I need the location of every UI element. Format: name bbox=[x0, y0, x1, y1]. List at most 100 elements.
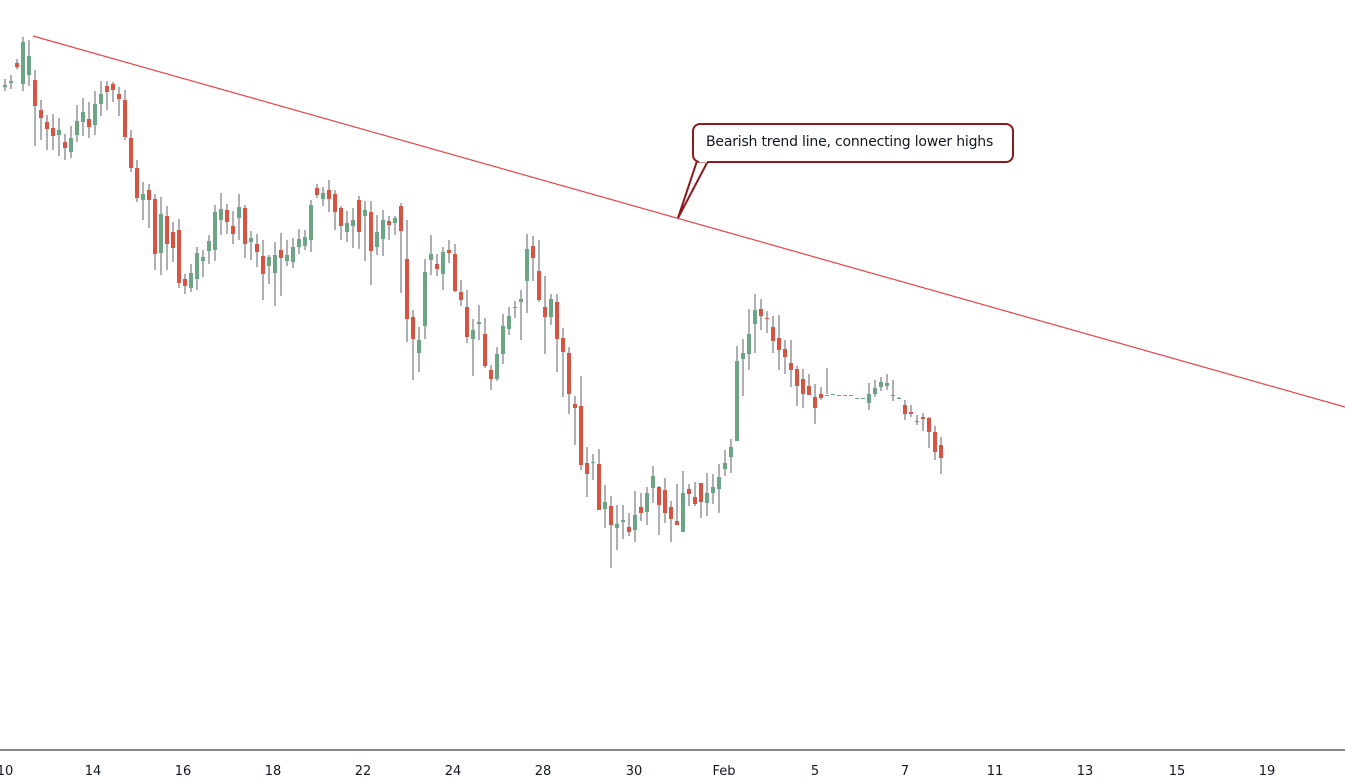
candle-up[interactable] bbox=[189, 273, 193, 288]
candle-up[interactable] bbox=[879, 382, 883, 387]
candle-up[interactable] bbox=[915, 421, 919, 422]
candle-down[interactable] bbox=[225, 210, 229, 222]
candle-down[interactable] bbox=[783, 349, 787, 357]
candle-down[interactable] bbox=[657, 487, 661, 505]
candle-down[interactable] bbox=[909, 412, 913, 414]
candle-down[interactable] bbox=[111, 84, 115, 90]
candle-down[interactable] bbox=[777, 338, 781, 350]
candle-up[interactable] bbox=[375, 232, 379, 247]
candle-down[interactable] bbox=[33, 80, 37, 106]
candle-up[interactable] bbox=[393, 218, 397, 223]
candle-down[interactable] bbox=[627, 527, 631, 532]
candle-down[interactable] bbox=[933, 432, 937, 452]
candle-down[interactable] bbox=[177, 230, 181, 283]
candle-down[interactable] bbox=[693, 497, 697, 504]
candle-down[interactable] bbox=[45, 122, 49, 129]
candle-down[interactable] bbox=[927, 418, 931, 432]
candle-down[interactable] bbox=[795, 369, 799, 386]
candle-down[interactable] bbox=[315, 188, 319, 195]
candle-up[interactable] bbox=[711, 487, 715, 493]
candle-up[interactable] bbox=[741, 353, 745, 359]
candle-up[interactable] bbox=[159, 214, 163, 253]
candle-down[interactable] bbox=[459, 292, 463, 300]
candle-up[interactable] bbox=[207, 241, 211, 251]
candle-down[interactable] bbox=[327, 190, 331, 199]
candle-up[interactable] bbox=[27, 56, 31, 75]
candle-up[interactable] bbox=[267, 257, 271, 266]
candle-up[interactable] bbox=[885, 383, 889, 386]
candle-up[interactable] bbox=[441, 252, 445, 274]
candle-down[interactable] bbox=[597, 464, 601, 510]
candle-up[interactable] bbox=[591, 462, 595, 463]
candle-down[interactable] bbox=[135, 168, 139, 198]
candle-up[interactable] bbox=[867, 394, 871, 403]
candle-down[interactable] bbox=[921, 417, 925, 419]
candle-down[interactable] bbox=[561, 338, 565, 352]
candle-down[interactable] bbox=[483, 334, 487, 366]
candle-down[interactable] bbox=[687, 489, 691, 494]
candle-down[interactable] bbox=[669, 507, 673, 519]
candle-up[interactable] bbox=[891, 395, 895, 396]
candle-up[interactable] bbox=[843, 395, 847, 396]
bearish-trend-line[interactable] bbox=[32, 35, 1345, 408]
candle-down[interactable] bbox=[387, 221, 391, 225]
candle-down[interactable] bbox=[117, 94, 121, 99]
candle-down[interactable] bbox=[903, 405, 907, 414]
candle-down[interactable] bbox=[279, 250, 283, 258]
candle-up[interactable] bbox=[633, 515, 637, 530]
candle-up[interactable] bbox=[825, 395, 829, 396]
candle-up[interactable] bbox=[501, 326, 505, 354]
candle-up[interactable] bbox=[519, 299, 523, 302]
candle-up[interactable] bbox=[681, 493, 685, 532]
candle-up[interactable] bbox=[219, 209, 223, 220]
candle-up[interactable] bbox=[201, 257, 205, 261]
candle-up[interactable] bbox=[93, 104, 97, 125]
candle-down[interactable] bbox=[399, 206, 403, 231]
candle-down[interactable] bbox=[147, 190, 151, 200]
candle-down[interactable] bbox=[243, 208, 247, 244]
candle-up[interactable] bbox=[603, 502, 607, 509]
candle-up[interactable] bbox=[837, 395, 841, 396]
candle-down[interactable] bbox=[579, 406, 583, 465]
candle-up[interactable] bbox=[849, 395, 853, 396]
candle-up[interactable] bbox=[723, 463, 727, 469]
candle-up[interactable] bbox=[303, 237, 307, 246]
candle-down[interactable] bbox=[543, 307, 547, 317]
candle-up[interactable] bbox=[549, 299, 553, 317]
candle-down[interactable] bbox=[165, 216, 169, 244]
candle-down[interactable] bbox=[675, 521, 679, 525]
candle-up[interactable] bbox=[3, 85, 7, 87]
candle-down[interactable] bbox=[411, 317, 415, 339]
candle-up[interactable] bbox=[309, 205, 313, 240]
candle-up[interactable] bbox=[735, 361, 739, 441]
candle-down[interactable] bbox=[105, 86, 109, 92]
candle-down[interactable] bbox=[939, 445, 943, 458]
candle-down[interactable] bbox=[801, 379, 805, 394]
candle-down[interactable] bbox=[573, 404, 577, 408]
candle-down[interactable] bbox=[489, 370, 493, 379]
candle-down[interactable] bbox=[333, 194, 337, 212]
candle-up[interactable] bbox=[141, 194, 145, 200]
candle-up[interactable] bbox=[21, 42, 25, 84]
candle-up[interactable] bbox=[249, 238, 253, 242]
candle-down[interactable] bbox=[171, 232, 175, 248]
candle-up[interactable] bbox=[57, 130, 61, 135]
candle-down[interactable] bbox=[447, 250, 451, 253]
candle-down[interactable] bbox=[759, 309, 763, 316]
candle-down[interactable] bbox=[453, 254, 457, 291]
candle-down[interactable] bbox=[51, 128, 55, 136]
candle-up[interactable] bbox=[429, 254, 433, 260]
candle-up[interactable] bbox=[831, 394, 835, 395]
candle-up[interactable] bbox=[897, 398, 901, 399]
candle-down[interactable] bbox=[531, 246, 535, 258]
candle-up[interactable] bbox=[855, 398, 859, 399]
candle-up[interactable] bbox=[495, 354, 499, 379]
candle-down[interactable] bbox=[231, 226, 235, 234]
candle-up[interactable] bbox=[273, 255, 277, 273]
candle-up[interactable] bbox=[363, 210, 367, 216]
candle-up[interactable] bbox=[69, 138, 73, 152]
candle-down[interactable] bbox=[123, 100, 127, 137]
candle-down[interactable] bbox=[771, 327, 775, 341]
candle-up[interactable] bbox=[81, 112, 85, 122]
candle-up[interactable] bbox=[507, 316, 511, 329]
